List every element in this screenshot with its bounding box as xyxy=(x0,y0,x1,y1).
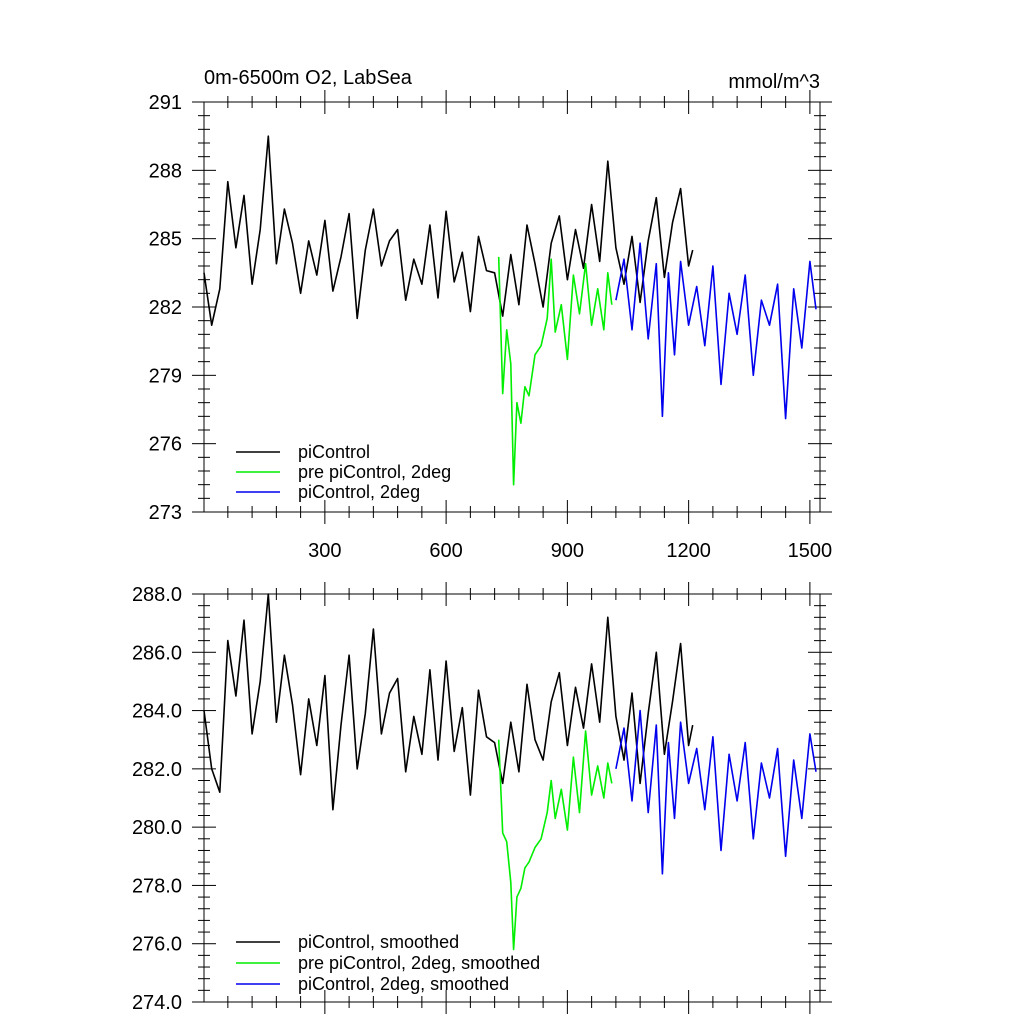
y-tick-label: 278.0 xyxy=(132,875,182,897)
chart-title: 0m-6500m O2, LabSea xyxy=(204,67,413,89)
x-tick-label: 1200 xyxy=(666,540,711,562)
y-tick-label: 276 xyxy=(149,434,182,456)
series-line-pre-piControl-2deg xyxy=(497,256,613,486)
legend-label: piControl xyxy=(298,442,370,462)
x-tick-label: 600 xyxy=(429,540,462,562)
y-tick-label: 285 xyxy=(149,229,182,251)
y-tick-label: 273 xyxy=(149,502,182,524)
units-label: mmol/m^3 xyxy=(728,71,820,93)
y-tick-label: 286.0 xyxy=(132,642,182,664)
legend-label: piControl, 2deg xyxy=(298,482,420,502)
bottom-panel-smoothed: 274.0 276.0 278.0 280.0 282.0 284.0 286.0 288.0… xyxy=(132,582,832,1014)
x-tick-label: 900 xyxy=(551,540,584,562)
y-tick-label: 282 xyxy=(149,297,182,319)
y-tick-label: 288.0 xyxy=(132,584,182,606)
legend-label: piControl, 2deg, smoothed xyxy=(298,974,509,994)
y-tick-label: 284.0 xyxy=(132,701,182,723)
legend-label: pre piControl, 2deg, smoothed xyxy=(298,953,540,973)
y-tick-label: 274.0 xyxy=(132,992,182,1014)
y-tick-label: 280.0 xyxy=(132,817,182,839)
x-tick-label: 300 xyxy=(308,540,341,562)
y-tick-label: 291 xyxy=(149,92,182,114)
series-line-pre-piControl-2deg xyxy=(497,730,613,951)
legend-label: piControl, smoothed xyxy=(298,932,459,952)
x-tick-label: 1500 xyxy=(788,540,833,562)
y-tick-label: 288 xyxy=(149,160,182,182)
y-tick-label: 282.0 xyxy=(132,759,182,781)
series-line-piControl xyxy=(203,593,694,811)
top-panel-raw: 273 276 279 282 285 288 291 300 600 900 1200 1500 pi… xyxy=(149,90,833,562)
series-line-piControl xyxy=(203,135,694,327)
series-line-piControl-2deg xyxy=(615,709,817,875)
y-tick-label: 276.0 xyxy=(132,934,182,956)
series-line-piControl-2deg xyxy=(615,242,817,420)
plot-frame xyxy=(203,593,821,1003)
y-tick-label: 279 xyxy=(149,365,182,387)
legend-label: pre piControl, 2deg xyxy=(298,462,451,482)
